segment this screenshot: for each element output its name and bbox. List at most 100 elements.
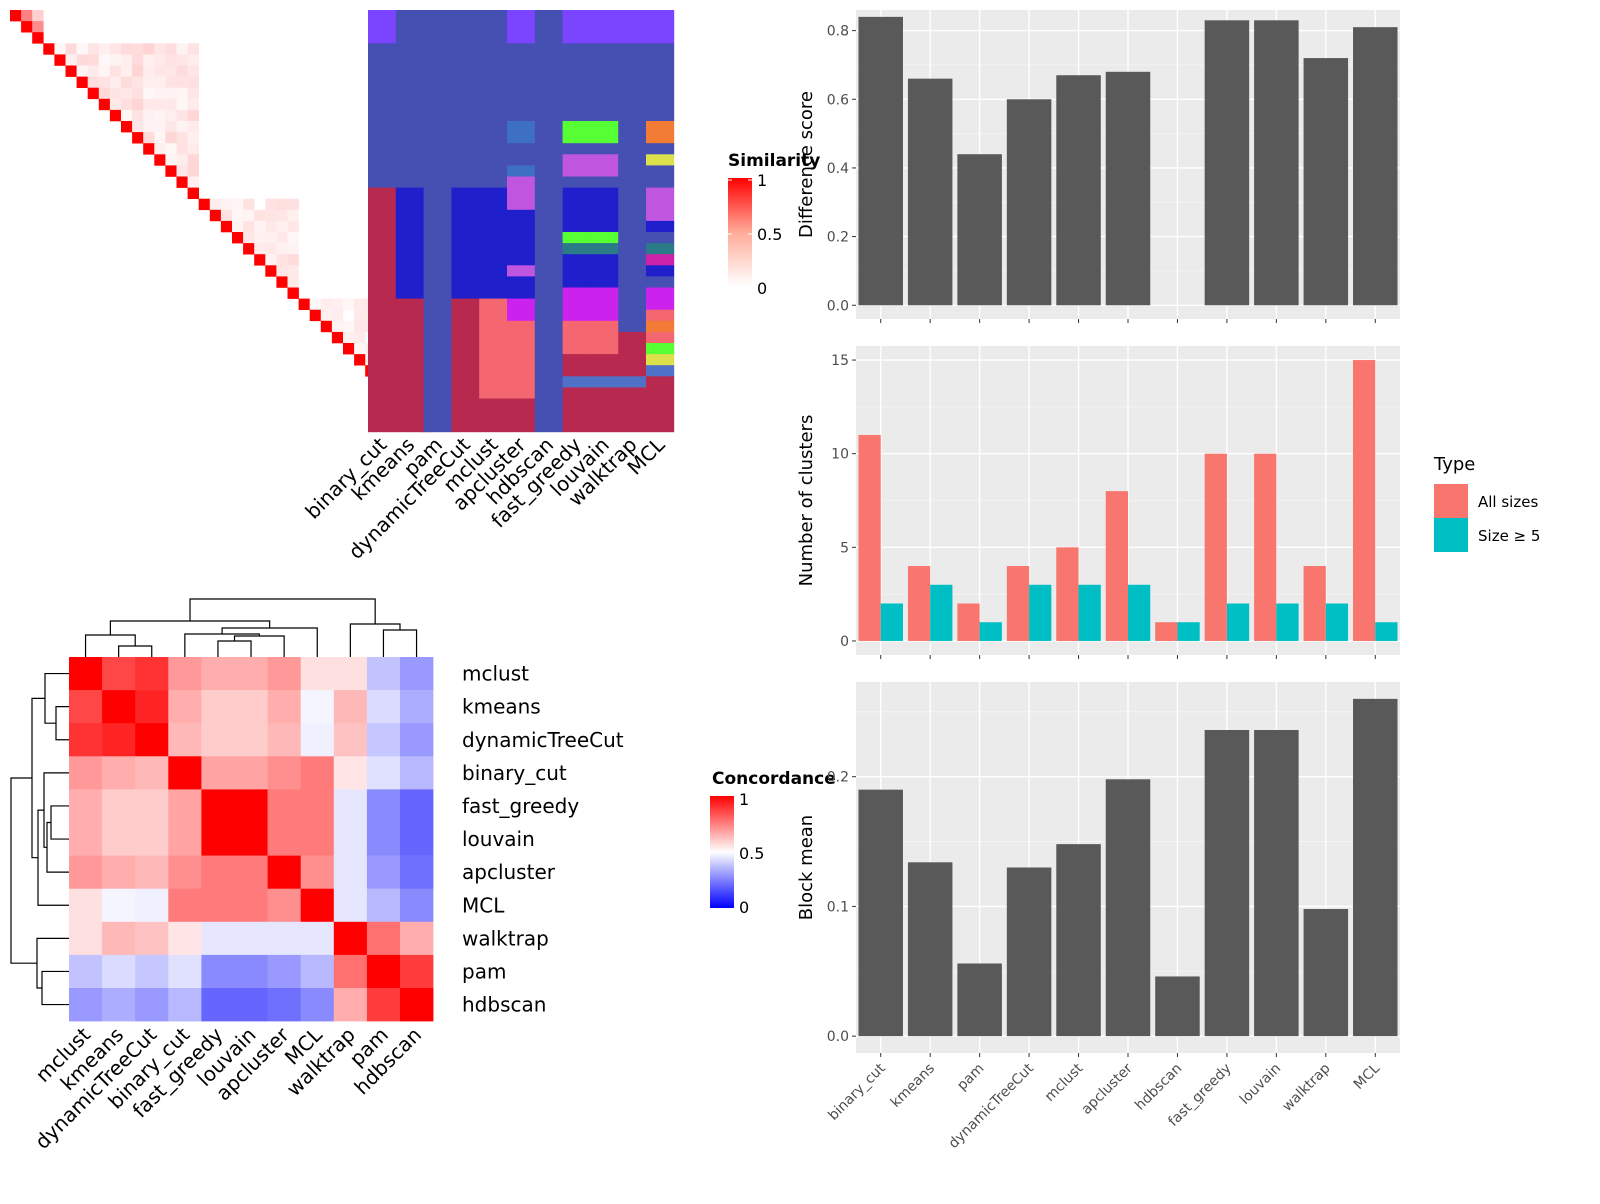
column-dendrogram-branch [233,635,285,657]
concordance-cell [400,888,434,923]
bar [907,862,953,1037]
assignment-block [618,331,647,377]
sim-cell [165,43,177,55]
assignment-block [646,143,675,155]
concordance-cell [168,888,202,923]
assignment-block [618,376,647,388]
concordance-cell [400,756,434,790]
concordance-cell [300,988,335,1022]
concordance-cell [366,756,401,790]
sim-cell [287,220,299,233]
concordance-cell [201,888,235,923]
sim-cell [187,165,199,177]
assignment-block [562,387,591,433]
row-label: walktrap [462,926,549,950]
sim-cell [165,109,177,122]
assignment-block [590,143,619,155]
assignment-block [479,298,508,399]
sim-cell [109,87,122,100]
bar [858,16,903,306]
concordance-cell [234,822,268,856]
concordance-cell [267,690,301,724]
sim-cell [76,43,88,55]
x-tick-label: dynamicTreeCut [946,1060,1038,1152]
sim-cell [54,54,66,66]
sim-cell [143,43,155,55]
legend-tick-label: 0.5 [739,844,764,863]
sim-cell [32,32,44,44]
sim-cell [154,143,166,155]
sim-cell [132,65,144,77]
sim-cell [132,76,144,88]
row-dendrogram-branch [37,809,69,906]
sim-cell [165,87,177,100]
sim-cell [165,54,177,66]
bar [1006,867,1052,1037]
sim-cell [132,132,144,144]
sim-cell [287,265,299,277]
sim-cell [154,154,166,166]
assignment-block [562,121,591,144]
concordance-heatmap: mclustmclustkmeanskmeansdynamicTreeCutdy… [10,598,624,1154]
assignment-block [646,354,675,366]
legend-swatch [1434,484,1468,518]
sim-cell [154,54,166,66]
assignment-block [590,176,619,188]
assignment-block [507,209,536,266]
bar-all-sizes [1105,491,1128,641]
row-label: pam [462,959,506,983]
sim-cell [87,43,100,55]
concordance-cell [102,954,136,989]
sim-cell [132,43,144,55]
sim-cell [98,98,111,111]
concordance-cell [366,954,401,989]
bar-size-ge-5 [930,584,953,641]
sim-cell [320,320,333,333]
concordance-cell [102,756,136,790]
concordance-cell [300,657,335,691]
sim-cell [243,198,255,211]
sim-cell [76,76,88,88]
assignment-block [646,10,675,44]
bar-all-sizes [1056,547,1079,641]
row-label: apcluster [462,860,556,884]
bar-size-ge-5 [1029,584,1052,641]
sim-cell [143,76,155,88]
block-mean-chart: 0.0 0.1 0.2 binary_cut kmeans pamdynamicTreeC… [796,682,1400,1152]
sim-cell [109,65,122,77]
concordance-cell [300,855,335,889]
sim-cell [276,209,288,222]
concordance-cell [234,723,268,757]
concordance-cell [400,921,434,956]
assignment-block [590,354,619,377]
concordance-cell [234,756,268,790]
sim-cell [76,65,88,77]
concordance-cell [400,954,434,989]
sim-cell [176,121,188,133]
difference-score-chart: 0.0 0.2 0.4 0.6 0.8 Difference score [796,10,1400,323]
assignment-block [507,398,536,433]
assignment-block [590,320,619,355]
assignment-block [507,265,536,277]
sim-cell [343,331,355,344]
assignment-block [562,43,591,122]
x-tick-label: louvain [1237,1061,1284,1108]
assignment-block [590,187,619,233]
assignment-block [562,243,591,255]
bar [1204,729,1250,1037]
concordance-cell [234,690,268,724]
assignment-block [562,176,591,188]
assignment-block [507,298,536,322]
concordance-cell [201,855,235,889]
sim-cell [165,132,177,144]
bar [1006,99,1052,306]
sim-cell [32,21,44,33]
assignment-block [646,254,675,266]
sim-cell [132,121,144,133]
x-tick-label: MCL [1351,1060,1383,1092]
concordance-cell [168,988,202,1022]
concordance-cell [135,855,169,889]
concordance-cell [135,723,169,757]
sim-cell [176,176,188,188]
sim-cell [143,87,155,100]
